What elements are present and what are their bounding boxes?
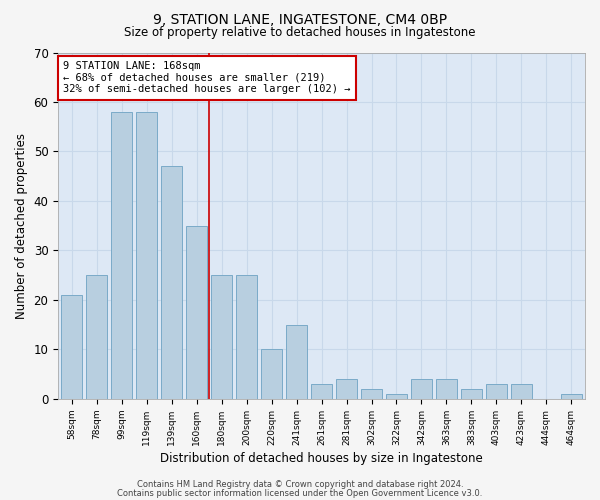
X-axis label: Distribution of detached houses by size in Ingatestone: Distribution of detached houses by size … — [160, 452, 483, 465]
Text: 9, STATION LANE, INGATESTONE, CM4 0BP: 9, STATION LANE, INGATESTONE, CM4 0BP — [153, 12, 447, 26]
Text: Size of property relative to detached houses in Ingatestone: Size of property relative to detached ho… — [124, 26, 476, 39]
Bar — [286, 324, 307, 399]
Bar — [61, 295, 82, 399]
Bar — [236, 275, 257, 399]
Y-axis label: Number of detached properties: Number of detached properties — [15, 132, 28, 318]
Text: 9 STATION LANE: 168sqm
← 68% of detached houses are smaller (219)
32% of semi-de: 9 STATION LANE: 168sqm ← 68% of detached… — [64, 61, 351, 94]
Bar — [461, 389, 482, 399]
Bar — [386, 394, 407, 399]
Bar — [186, 226, 208, 399]
Bar — [361, 389, 382, 399]
Bar — [211, 275, 232, 399]
Bar — [161, 166, 182, 399]
Bar — [311, 384, 332, 399]
Bar — [261, 350, 282, 399]
Bar — [86, 275, 107, 399]
Text: Contains public sector information licensed under the Open Government Licence v3: Contains public sector information licen… — [118, 488, 482, 498]
Bar — [111, 112, 133, 399]
Bar — [511, 384, 532, 399]
Bar — [560, 394, 582, 399]
Text: Contains HM Land Registry data © Crown copyright and database right 2024.: Contains HM Land Registry data © Crown c… — [137, 480, 463, 489]
Bar — [411, 379, 432, 399]
Bar — [436, 379, 457, 399]
Bar — [486, 384, 507, 399]
Bar — [336, 379, 357, 399]
Bar — [136, 112, 157, 399]
